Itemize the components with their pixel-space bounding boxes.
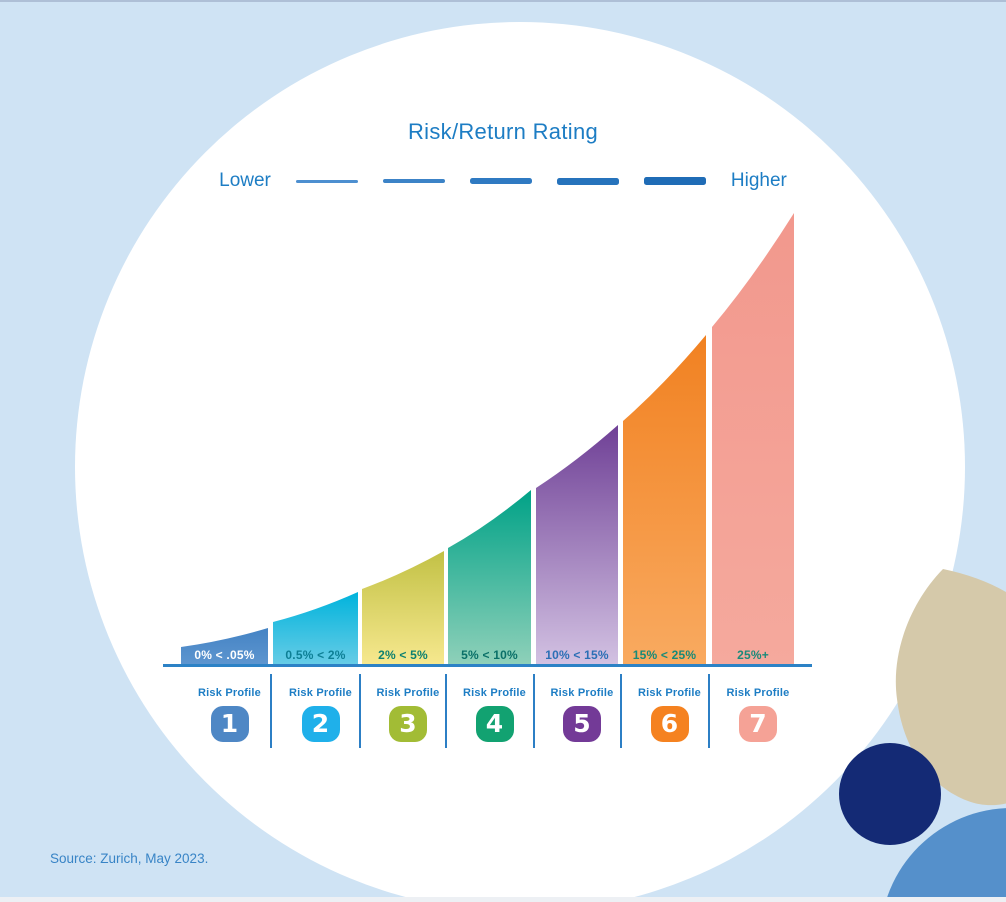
blue-circle-decor [885, 808, 1006, 902]
chart-title: Risk/Return Rating [407, 119, 599, 144]
curve-segment-4 [448, 490, 531, 664]
scale-dash-3 [469, 178, 532, 184]
curve-segment-7 [712, 213, 794, 664]
range-label-4: 5% < 10% [461, 648, 518, 662]
range-label-7: 25%+ [737, 648, 769, 662]
profile-separator [445, 674, 447, 748]
curve-segment-6 [623, 335, 706, 664]
risk-profile-3: Risk Profile 3 [364, 687, 452, 742]
risk-profile-label: Risk Profile [638, 687, 701, 699]
risk-profile-7: Risk Profile 7 [714, 687, 802, 742]
risk-profile-badge-4: 4 [475, 706, 514, 742]
curve-segment-1 [181, 628, 268, 664]
risk-profile-badge-1: 1 [210, 706, 249, 742]
bottom-edge-strip [0, 897, 1006, 902]
risk-profile-label: Risk Profile [550, 687, 614, 699]
risk-profile-badge-2: 2 [301, 706, 340, 742]
range-label-2: 0.5% < 2% [285, 648, 346, 662]
range-label-6: 15% < 25% [632, 648, 697, 662]
scale-dash-4 [556, 177, 619, 185]
scale-dash-2 [382, 178, 445, 184]
risk-profile-label: Risk Profile [463, 687, 526, 699]
scale-dashes [295, 176, 706, 186]
risk-profile-2: Risk Profile 2 [277, 687, 365, 742]
curve-segment-2 [273, 592, 358, 664]
top-edge-line [0, 0, 1006, 2]
risk-profile-1: Risk Profile 1 [186, 687, 274, 742]
curve-segment-3 [362, 551, 444, 664]
risk-profile-6: Risk Profile 6 [626, 687, 714, 742]
risk-profile-badge-6: 6 [650, 706, 689, 742]
background-circle [75, 22, 965, 902]
scale-dash-1 [295, 179, 358, 183]
risk-profile-badge-7: 7 [739, 706, 777, 742]
range-label-3: 2% < 5% [378, 648, 428, 662]
risk-profile-label: Risk Profile [726, 687, 790, 699]
risk-profile-label: Risk Profile [198, 687, 261, 699]
range-label-1: 0% < .05% [194, 648, 255, 662]
range-label-5: 10% < 15% [545, 648, 609, 662]
risk-profile-label: Risk Profile [289, 687, 352, 699]
risk-profile-badge-3: 3 [389, 706, 427, 742]
risk-scale: Lower Higher [0, 167, 1006, 195]
profile-separator [619, 674, 622, 748]
leaf-shape [895, 569, 1006, 806]
risk-profile-5: Risk Profile 5 [538, 687, 626, 742]
scale-dash-5 [643, 176, 706, 186]
navy-circle-decor [839, 743, 941, 845]
risk-profile-label: Risk Profile [376, 687, 440, 699]
source-note: Source: Zurich, May 2023. [50, 851, 209, 866]
profile-separator [359, 674, 361, 748]
risk-profile-badge-5: 5 [563, 706, 601, 742]
scale-higher-label: Higher [730, 170, 787, 191]
curve-segment-5 [536, 425, 618, 664]
profile-separator [269, 674, 272, 748]
scale-lower-label: Lower [219, 170, 271, 191]
profile-separator [708, 674, 710, 748]
profile-separator [532, 674, 535, 748]
risk-profile-4: Risk Profile 4 [451, 687, 539, 742]
